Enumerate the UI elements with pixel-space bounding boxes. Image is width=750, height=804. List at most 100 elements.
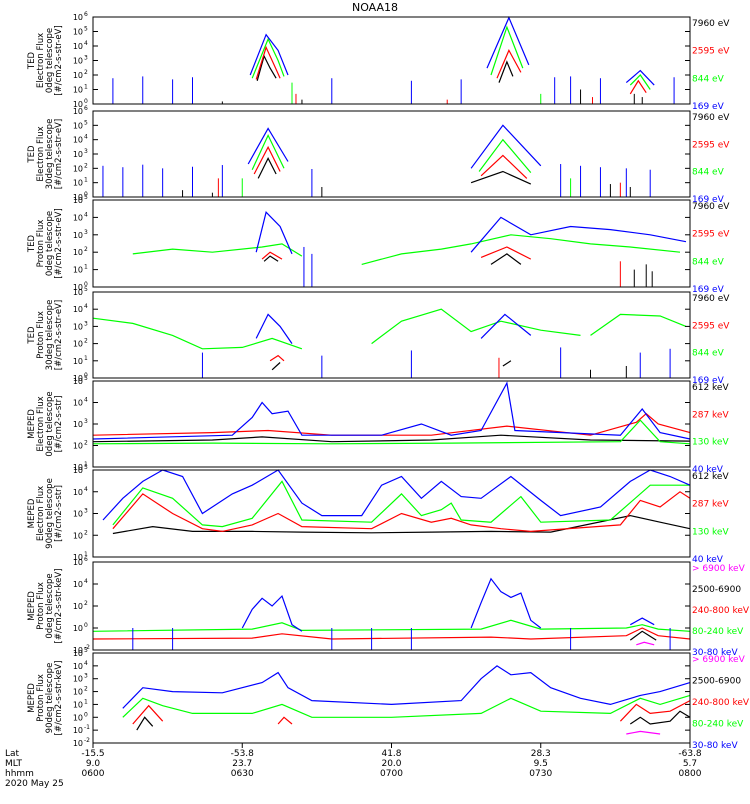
y-tick-exp-meped-proton-90deg-1: -1 <box>84 724 90 731</box>
series-line-meped-electron-90deg-2-0 <box>112 480 690 528</box>
y-tick-label-meped-proton-0deg-0: 10 <box>73 646 83 655</box>
y-axis-label-ted-electron-0deg-3: [#/cm2-s-str-eV] <box>54 25 64 95</box>
legend-entry-meped-electron-90deg-0: 612 keV <box>692 472 729 482</box>
panel-frame-meped-electron-90deg <box>92 469 691 558</box>
series-line-ted-electron-0deg-2-2 <box>629 74 651 90</box>
y-tick-exp-ted-electron-0deg-2: 2 <box>84 69 88 76</box>
y-axis-label-meped-proton-0deg-1: Proton Flux <box>36 582 46 630</box>
y-axis-label-meped-electron-0deg-1: Electron Flux <box>36 396 46 451</box>
y-tick-label-ted-proton-0deg-4: 10 <box>73 213 83 222</box>
legend-entry-meped-proton-0deg-1: 2500-6900 <box>692 585 741 595</box>
y-tick-label-meped-proton-0deg-3: 10 <box>73 580 83 589</box>
y-tick-exp-meped-electron-90deg-3: 4 <box>84 486 88 493</box>
x-row-label-1: MLT <box>5 759 23 769</box>
series-line-ted-electron-30deg-2-1 <box>478 138 532 173</box>
y-tick-exp-meped-proton-90deg-3: 1 <box>84 698 88 705</box>
x-row-label-0: Lat <box>5 749 20 759</box>
y-tick-exp-meped-proton-90deg-4: 2 <box>84 686 88 693</box>
legend-entry-ted-proton-30deg-3: 169 eV <box>692 376 725 386</box>
series-line-ted-proton-0deg-0-0 <box>263 255 279 262</box>
y-tick-label-meped-electron-0deg-0: 10 <box>73 463 83 472</box>
series-line-ted-electron-30deg-3-1 <box>470 124 542 169</box>
legend-entry-meped-proton-90deg-3: 80-240 keV <box>692 720 744 730</box>
y-axis-label-ted-proton-30deg-3: [#/cm2-s-str-eV] <box>54 300 64 370</box>
series-line-ted-electron-0deg-2-1 <box>490 25 524 76</box>
legend-entry-ted-proton-0deg-2: 844 eV <box>692 257 725 267</box>
y-axis-label-meped-proton-0deg-2: 0deg telescope <box>45 573 55 638</box>
y-tick-label-ted-proton-30deg-5: 10 <box>73 288 83 297</box>
y-axis-label-meped-proton-90deg-3: [#/cm2-s-str-keV] <box>54 661 64 736</box>
y-tick-exp-meped-electron-90deg-2: 3 <box>84 508 88 515</box>
legend-entry-ted-proton-30deg-0: 7960 eV <box>692 294 730 304</box>
series-line-meped-proton-90deg-2-2 <box>619 700 691 722</box>
y-tick-exp-ted-proton-0deg-5: 5 <box>84 194 88 201</box>
y-tick-label-meped-electron-0deg-4: 10 <box>73 377 83 386</box>
y-tick-exp-meped-electron-0deg-1: 2 <box>84 440 88 447</box>
x-row-label-2: hhmm <box>5 769 34 779</box>
y-tick-label-meped-electron-90deg-4: 10 <box>73 466 83 475</box>
legend-entry-meped-electron-0deg-3: 40 keV <box>692 465 724 475</box>
y-tick-label-ted-electron-0deg-0: 10 <box>73 100 83 109</box>
y-axis-label-ted-proton-0deg-2: 0deg telescope <box>45 211 55 276</box>
legend-entry-meped-electron-90deg-1: 287 keV <box>692 500 729 510</box>
series-line-ted-proton-0deg-1-0 <box>261 251 283 260</box>
y-axis-label-meped-electron-90deg-0: MEPED <box>27 498 37 528</box>
y-axis-label-ted-electron-30deg-2: 30deg telescope <box>45 119 55 190</box>
y-tick-label-ted-proton-0deg-3: 10 <box>73 231 83 240</box>
y-tick-label-meped-electron-0deg-2: 10 <box>73 420 83 429</box>
y-tick-exp-ted-electron-30deg-3: 3 <box>84 148 88 155</box>
y-axis-label-meped-proton-90deg-1: Proton Flux <box>36 674 46 722</box>
y-axis-label-ted-electron-30deg-1: Electron Flux <box>36 126 46 181</box>
series-line-ted-electron-30deg-2-0 <box>251 133 285 170</box>
series-line-meped-electron-90deg-3-0 <box>102 469 691 521</box>
y-tick-exp-meped-electron-90deg-0: 1 <box>84 551 88 558</box>
x-tick-mlt-3: 9.5 <box>534 759 548 769</box>
series-line-meped-proton-0deg-2-0 <box>92 627 691 640</box>
y-axis-label-ted-electron-0deg-2: 0deg telescope <box>45 28 55 93</box>
y-tick-label-meped-proton-90deg-3: 10 <box>73 700 83 709</box>
y-tick-exp-ted-electron-30deg-4: 4 <box>84 134 88 141</box>
y-tick-exp-ted-proton-30deg-3: 3 <box>84 320 88 327</box>
y-tick-label-ted-electron-0deg-4: 10 <box>73 42 83 51</box>
y-tick-exp-ted-electron-0deg-5: 5 <box>84 26 88 33</box>
y-axis-label-ted-electron-0deg-0: TED <box>27 51 37 70</box>
series-line-ted-proton-30deg-0-1 <box>502 360 512 367</box>
y-tick-label-ted-electron-0deg-6: 10 <box>73 13 83 22</box>
y-tick-exp-meped-electron-0deg-3: 4 <box>84 397 88 404</box>
legend-entry-ted-electron-30deg-1: 2595 eV <box>692 140 730 150</box>
y-tick-label-ted-proton-0deg-5: 10 <box>73 196 83 205</box>
y-tick-label-ted-proton-30deg-3: 10 <box>73 322 83 331</box>
series-line-meped-proton-0deg-4-2 <box>630 617 655 626</box>
series-line-ted-proton-30deg-2-0 <box>92 317 303 350</box>
y-tick-exp-ted-electron-30deg-2: 2 <box>84 162 88 169</box>
y-axis-label-meped-electron-0deg-0: MEPED <box>27 409 37 439</box>
y-tick-exp-meped-proton-90deg-7: 5 <box>84 647 88 654</box>
legend-entry-ted-proton-30deg-1: 2595 eV <box>692 321 730 331</box>
y-tick-label-meped-electron-90deg-3: 10 <box>73 488 83 497</box>
y-tick-label-meped-electron-90deg-0: 10 <box>73 553 83 562</box>
y-tick-exp-meped-electron-90deg-4: 5 <box>84 464 88 471</box>
legend-entry-ted-electron-30deg-3: 169 eV <box>692 195 725 205</box>
y-tick-label-ted-electron-0deg-1: 10 <box>73 86 83 95</box>
y-tick-exp-ted-electron-0deg-0: 0 <box>84 98 88 105</box>
series-line-meped-electron-0deg-3-0 <box>92 381 691 440</box>
series-line-ted-proton-0deg-3-0 <box>255 211 293 255</box>
legend-entry-meped-proton-90deg-2: 240-800 keV <box>692 698 750 708</box>
y-tick-label-meped-electron-0deg-3: 10 <box>73 399 83 408</box>
x-tick-mlt-0: 9.0 <box>86 759 101 769</box>
x-tick-hhmm-1: 0630 <box>231 769 254 779</box>
y-tick-exp-ted-electron-30deg-1: 1 <box>84 177 88 184</box>
y-tick-exp-meped-proton-90deg-2: 0 <box>84 711 88 718</box>
panel-frame-meped-electron-0deg <box>92 380 691 468</box>
y-tick-label-ted-electron-30deg-0: 10 <box>73 193 83 202</box>
y-axis-label-meped-electron-0deg-3: [#/cm2-s-str] <box>54 396 64 453</box>
series-line-ted-proton-0deg-0-1 <box>490 253 522 265</box>
y-tick-label-ted-proton-30deg-1: 10 <box>73 357 83 366</box>
series-line-ted-electron-0deg-3-0 <box>249 33 289 76</box>
series-line-meped-electron-0deg-2-0 <box>92 419 691 445</box>
y-tick-exp-meped-proton-0deg-2: 2 <box>84 600 88 607</box>
y-axis-label-meped-electron-0deg-2: 0deg telescope <box>45 391 55 456</box>
panel-frame-ted-proton-0deg <box>92 199 691 288</box>
y-tick-exp-meped-proton-0deg-3: 4 <box>84 578 88 585</box>
series-line-meped-proton-0deg-4-1 <box>470 577 542 629</box>
